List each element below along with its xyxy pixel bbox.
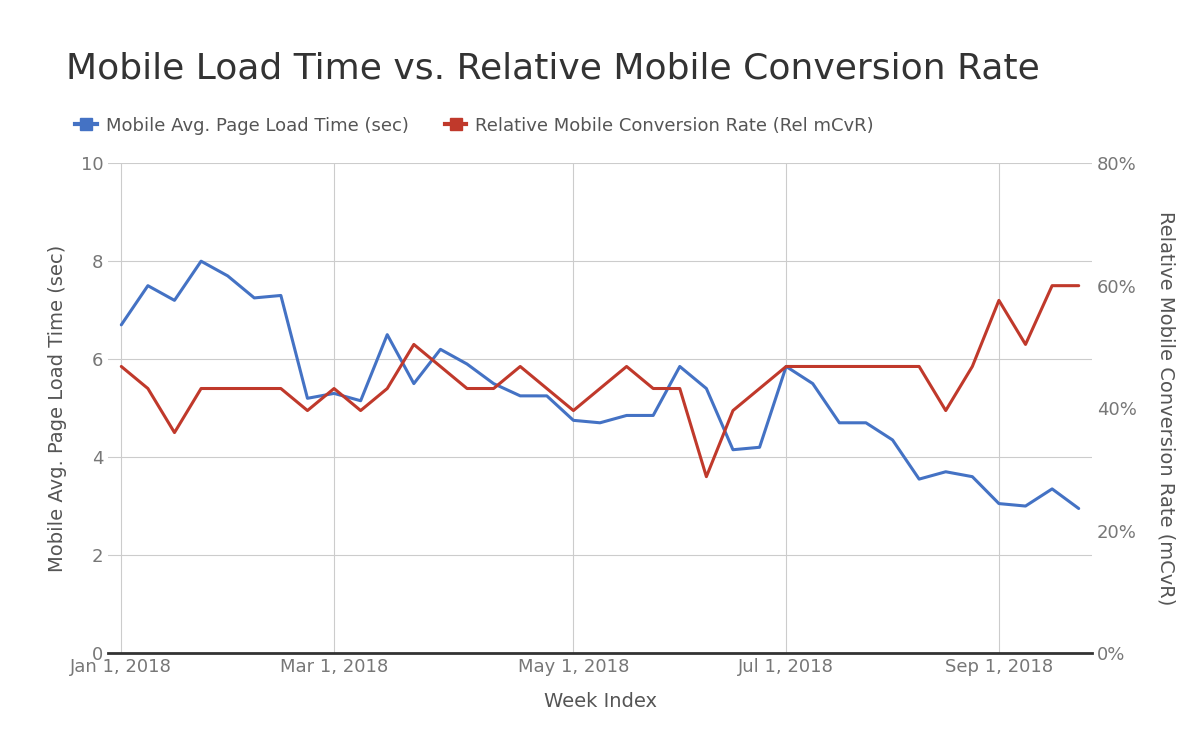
Text: Mobile Load Time vs. Relative Mobile Conversion Rate: Mobile Load Time vs. Relative Mobile Con… (66, 52, 1039, 86)
Y-axis label: Relative Mobile Conversion Rate (mCvR): Relative Mobile Conversion Rate (mCvR) (1156, 211, 1175, 605)
Legend: Mobile Avg. Page Load Time (sec), Relative Mobile Conversion Rate (Rel mCvR): Mobile Avg. Page Load Time (sec), Relati… (76, 116, 874, 134)
X-axis label: Week Index: Week Index (544, 692, 656, 712)
Y-axis label: Mobile Avg. Page Load Time (sec): Mobile Avg. Page Load Time (sec) (48, 244, 67, 572)
